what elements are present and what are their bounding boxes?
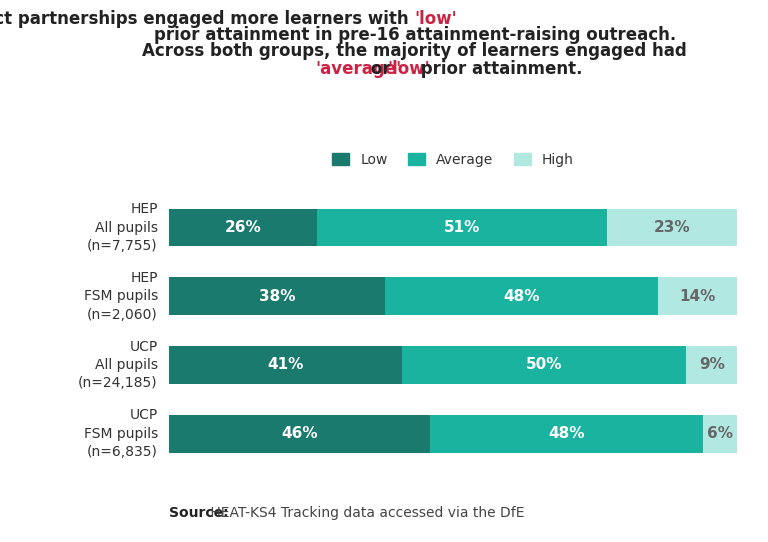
Text: 'average': 'average' — [315, 60, 402, 79]
Text: Across both groups, the majority of learners engaged had: Across both groups, the majority of lear… — [142, 42, 687, 61]
Text: 23%: 23% — [654, 220, 690, 235]
Text: 41%: 41% — [267, 358, 303, 372]
Legend: Low, Average, High: Low, Average, High — [326, 146, 581, 174]
Text: 50%: 50% — [526, 358, 562, 372]
Text: 9%: 9% — [699, 358, 725, 372]
Bar — [169, 415, 430, 453]
Bar — [430, 415, 703, 453]
Text: 38%: 38% — [259, 289, 295, 304]
Text: 6%: 6% — [707, 426, 733, 441]
Bar — [657, 278, 737, 315]
Text: 46%: 46% — [281, 426, 318, 441]
Bar — [169, 278, 385, 315]
Text: 48%: 48% — [503, 289, 540, 304]
Text: prior attainment in pre-16 attainment-raising outreach.: prior attainment in pre-16 attainment-ra… — [154, 26, 676, 44]
Text: 51%: 51% — [443, 220, 480, 235]
Text: or: or — [365, 60, 396, 79]
Text: 'low': 'low' — [415, 10, 458, 28]
Text: 'low': 'low' — [387, 60, 430, 79]
Text: Uni Connect partnerships engaged more learners with: Uni Connect partnerships engaged more le… — [0, 10, 415, 28]
Text: HEAT-KS4 Tracking data accessed via the DfE: HEAT-KS4 Tracking data accessed via the … — [206, 506, 524, 520]
Bar — [316, 209, 607, 247]
Bar — [686, 346, 737, 384]
Bar — [169, 209, 316, 247]
Text: 14%: 14% — [680, 289, 716, 304]
Bar — [703, 415, 737, 453]
Bar — [385, 278, 657, 315]
Bar — [402, 346, 686, 384]
Text: Source:: Source: — [169, 506, 229, 520]
Text: 26%: 26% — [224, 220, 261, 235]
Bar — [607, 209, 737, 247]
Bar — [169, 346, 402, 384]
Text: 48%: 48% — [548, 426, 585, 441]
Text: prior attainment.: prior attainment. — [415, 60, 582, 79]
